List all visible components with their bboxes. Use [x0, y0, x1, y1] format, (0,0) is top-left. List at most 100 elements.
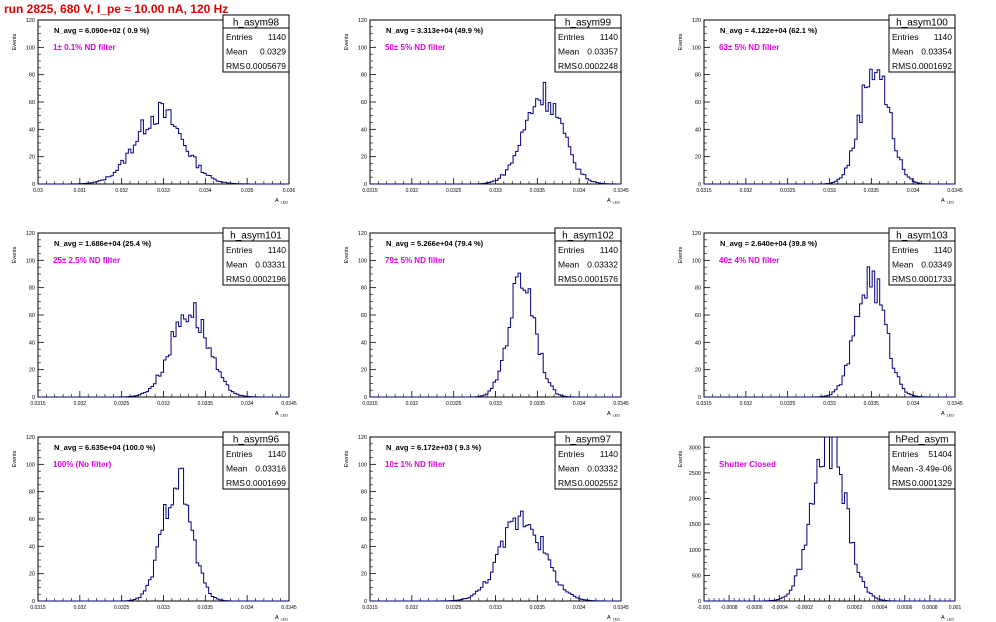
x-tick-label: 0.033: [489, 401, 502, 407]
stats-label: Mean: [892, 464, 914, 474]
y-tick-label: 0: [698, 395, 701, 401]
stats-label: RMS: [558, 478, 577, 488]
x-tick-label: 0.033: [489, 605, 502, 611]
y-tick-label: 20: [29, 368, 35, 374]
stats-label: Mean: [226, 464, 248, 474]
x-tick-label: 0.034: [907, 188, 920, 194]
y-axis-title: Events: [678, 246, 684, 263]
y-tick-label: 120: [692, 231, 701, 237]
n-avg-label: N_avg = 6.635e+04 (100.0 %): [54, 443, 156, 452]
stats-value: 1140: [268, 449, 287, 459]
stats-label: Mean: [558, 464, 580, 474]
x-tick-label: 0.0345: [281, 605, 297, 611]
x-axis-title: A LED: [941, 615, 954, 622]
x-tick-label: -0.0002: [796, 605, 813, 611]
histogram-line: [704, 266, 955, 398]
y-tick-label: 0: [364, 182, 367, 188]
filter-annotation: 79± 5% ND filter: [385, 256, 445, 265]
x-tick-label: 0.034: [241, 605, 254, 611]
stats-label: RMS: [226, 61, 245, 71]
y-tick-label: 0: [698, 599, 701, 605]
stats-value: 1140: [600, 245, 619, 255]
stats-histogram-name: h_asym100: [896, 18, 948, 29]
y-tick-label: 20: [361, 155, 367, 161]
stats-histogram-name: h_asym103: [896, 231, 948, 242]
y-tick-label: 20: [29, 155, 35, 161]
x-tick-label: 0.0315: [696, 401, 712, 407]
y-tick-label: 120: [358, 435, 367, 441]
stats-label: Mean: [226, 260, 248, 270]
y-tick-label: 100: [692, 45, 701, 51]
x-tick-label: 0.0008: [922, 605, 938, 611]
y-tick-label: 0: [32, 599, 35, 605]
y-tick-label: 1500: [689, 522, 701, 528]
x-tick-label: 0.033: [823, 401, 836, 407]
filter-annotation: 10± 1% ND filter: [385, 460, 445, 469]
n-avg-label: N_avg = 4.122e+04 (62.1 %): [720, 26, 818, 35]
x-tick-label: 0.0345: [613, 188, 629, 194]
stats-value: 1140: [934, 32, 953, 42]
x-tick-label: 0.0335: [864, 401, 880, 407]
x-tick-label: 0.033: [823, 188, 836, 194]
x-axis-title-sub: LED: [613, 414, 621, 418]
stats-box: [888, 14, 956, 73]
y-tick-label: 100: [26, 462, 35, 468]
stats-value: 0.0001692: [912, 61, 952, 71]
y-tick-label: 2000: [689, 497, 701, 503]
y-tick-label: 80: [29, 286, 35, 292]
stats-value: 1140: [600, 32, 619, 42]
n-avg-label: N_avg = 1.686e+04 (25.4 %): [54, 239, 152, 248]
stats-label: Mean: [892, 260, 914, 270]
histogram-line: [370, 510, 621, 602]
x-tick-label: 0.0345: [281, 401, 297, 407]
stats-label: RMS: [558, 274, 577, 284]
y-tick-label: 0: [364, 599, 367, 605]
x-tick-label: 0.033: [489, 188, 502, 194]
x-tick-label: 0.0315: [30, 605, 46, 611]
y-tick-label: 60: [695, 100, 701, 106]
histogram-panel-h_asym96: 0 20 40 60 80 100 120 0.0315 0.032 0.0325 0.033 0.0…: [12, 431, 297, 622]
x-tick-label: 0.0345: [613, 605, 629, 611]
x-tick-label: 0: [828, 605, 831, 611]
stats-box: [222, 431, 290, 490]
x-axis-title: A LED: [275, 198, 288, 205]
stats-box: [888, 227, 956, 286]
y-tick-label: 100: [358, 462, 367, 468]
y-tick-label: 20: [695, 155, 701, 161]
stats-value: 0.0001329: [912, 478, 952, 488]
y-tick-label: 40: [361, 544, 367, 550]
stats-box: [554, 227, 622, 286]
x-tick-label: 0.0325: [446, 401, 462, 407]
stats-value: 0.03357: [587, 47, 618, 57]
x-tick-label: 0.032: [115, 188, 128, 194]
stats-value: 0.0002196: [246, 274, 286, 284]
y-tick-label: 0: [32, 182, 35, 188]
stats-value: 0.03349: [921, 260, 952, 270]
histogram-panel-h_asym99: 0 20 40 60 80 100 120 0.0315 0.032 0.0325 0.033 0.0…: [344, 14, 629, 205]
y-tick-label: 3000: [689, 445, 701, 451]
stats-value: 0.0001733: [912, 274, 952, 284]
stats-histogram-name: h_asym102: [562, 231, 614, 242]
stats-label: Mean: [558, 260, 580, 270]
y-tick-label: 40: [29, 340, 35, 346]
histogram-line: [38, 467, 289, 602]
x-axis-title: A LED: [275, 615, 288, 622]
stats-label: RMS: [892, 478, 911, 488]
y-tick-label: 40: [361, 127, 367, 133]
stats-value: 0.03331: [255, 260, 286, 270]
y-tick-label: 40: [361, 340, 367, 346]
x-tick-label: 0.0335: [864, 188, 880, 194]
y-tick-label: 120: [692, 18, 701, 24]
n-avg-label: N_avg = 5.266e+04 (79.4 %): [386, 239, 484, 248]
n-avg-label: N_avg = 2.640e+04 (39.8 %): [720, 239, 818, 248]
x-axis-title: A LED: [607, 615, 620, 622]
y-tick-label: 80: [695, 286, 701, 292]
stats-label: Entries: [558, 32, 584, 42]
x-axis-title-sub: LED: [281, 618, 289, 622]
stats-value: 0.0001576: [578, 274, 618, 284]
y-tick-label: 0: [364, 395, 367, 401]
x-axis-title-sub: LED: [281, 201, 289, 205]
stats-value: 0.0005679: [246, 61, 286, 71]
x-tick-label: 0.0325: [780, 401, 796, 407]
stats-label: Entries: [226, 32, 252, 42]
